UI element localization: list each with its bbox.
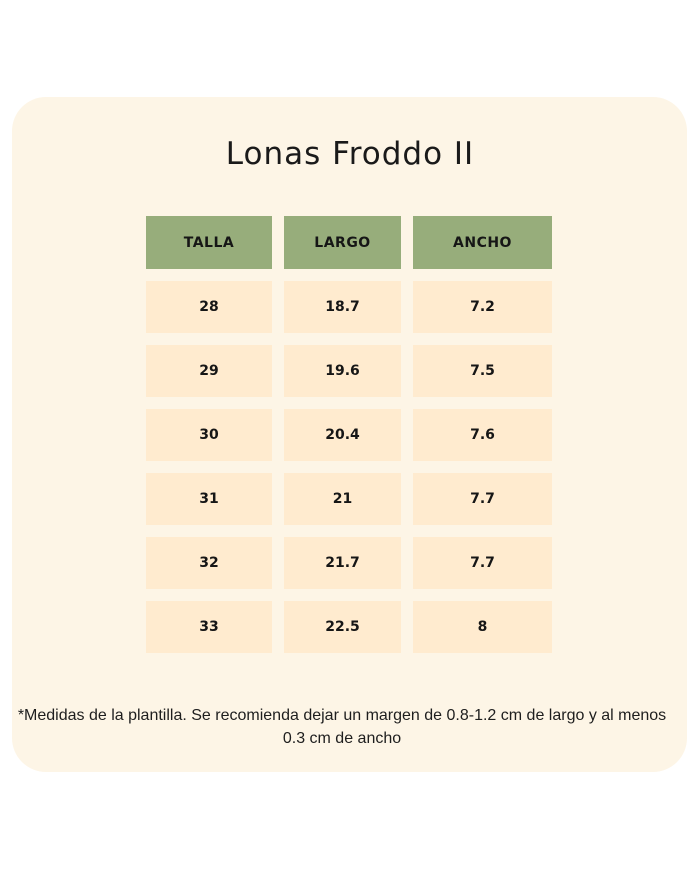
cell-ancho: 7.6 [413,409,552,461]
cell-largo: 18.7 [284,281,401,333]
cell-talla: 33 [146,601,272,653]
header-talla: TALLA [146,216,272,269]
cell-ancho: 7.5 [413,345,552,397]
cell-largo: 20.4 [284,409,401,461]
footnote: *Medidas de la plantilla. Se recomienda … [17,707,667,747]
cell-ancho: 8 [413,601,552,653]
cell-ancho: 7.2 [413,281,552,333]
header-largo: LARGO [284,216,401,269]
cell-largo: 21.7 [284,537,401,589]
cell-ancho: 7.7 [413,473,552,525]
cell-talla: 32 [146,537,272,589]
cell-talla: 29 [146,345,272,397]
cell-largo: 22.5 [284,601,401,653]
cell-talla: 28 [146,281,272,333]
cell-ancho: 7.7 [413,537,552,589]
chart-title: Lonas Froddo II [225,136,475,172]
cell-talla: 30 [146,409,272,461]
cell-largo: 19.6 [284,345,401,397]
cell-largo: 21 [284,473,401,525]
header-ancho: ANCHO [413,216,552,269]
cell-talla: 31 [146,473,272,525]
